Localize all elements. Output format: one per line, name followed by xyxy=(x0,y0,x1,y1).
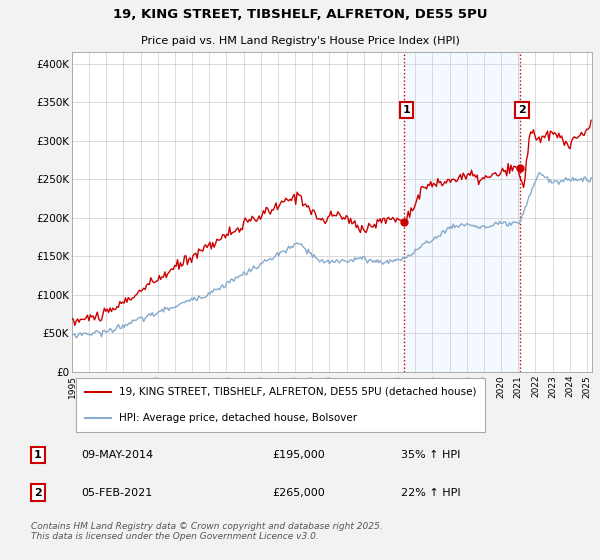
Text: 05-FEB-2021: 05-FEB-2021 xyxy=(82,488,153,498)
Text: Price paid vs. HM Land Registry's House Price Index (HPI): Price paid vs. HM Land Registry's House … xyxy=(140,35,460,45)
Text: £195,000: £195,000 xyxy=(272,450,325,460)
Text: 1: 1 xyxy=(403,105,410,115)
Text: 35% ↑ HPI: 35% ↑ HPI xyxy=(401,450,460,460)
Text: 19, KING STREET, TIBSHELF, ALFRETON, DE55 5PU (detached house): 19, KING STREET, TIBSHELF, ALFRETON, DE5… xyxy=(119,387,477,397)
FancyBboxPatch shape xyxy=(76,378,485,432)
Text: 09-MAY-2014: 09-MAY-2014 xyxy=(82,450,154,460)
Text: £265,000: £265,000 xyxy=(272,488,325,498)
Bar xyxy=(404,52,520,372)
Text: Contains HM Land Registry data © Crown copyright and database right 2025.
This d: Contains HM Land Registry data © Crown c… xyxy=(31,522,383,541)
Text: 22% ↑ HPI: 22% ↑ HPI xyxy=(401,488,460,498)
Text: 2: 2 xyxy=(34,488,42,498)
Text: 1: 1 xyxy=(34,450,42,460)
Text: 2: 2 xyxy=(518,105,526,115)
Text: HPI: Average price, detached house, Bolsover: HPI: Average price, detached house, Bols… xyxy=(119,413,358,423)
Text: 19, KING STREET, TIBSHELF, ALFRETON, DE55 5PU: 19, KING STREET, TIBSHELF, ALFRETON, DE5… xyxy=(113,8,487,21)
